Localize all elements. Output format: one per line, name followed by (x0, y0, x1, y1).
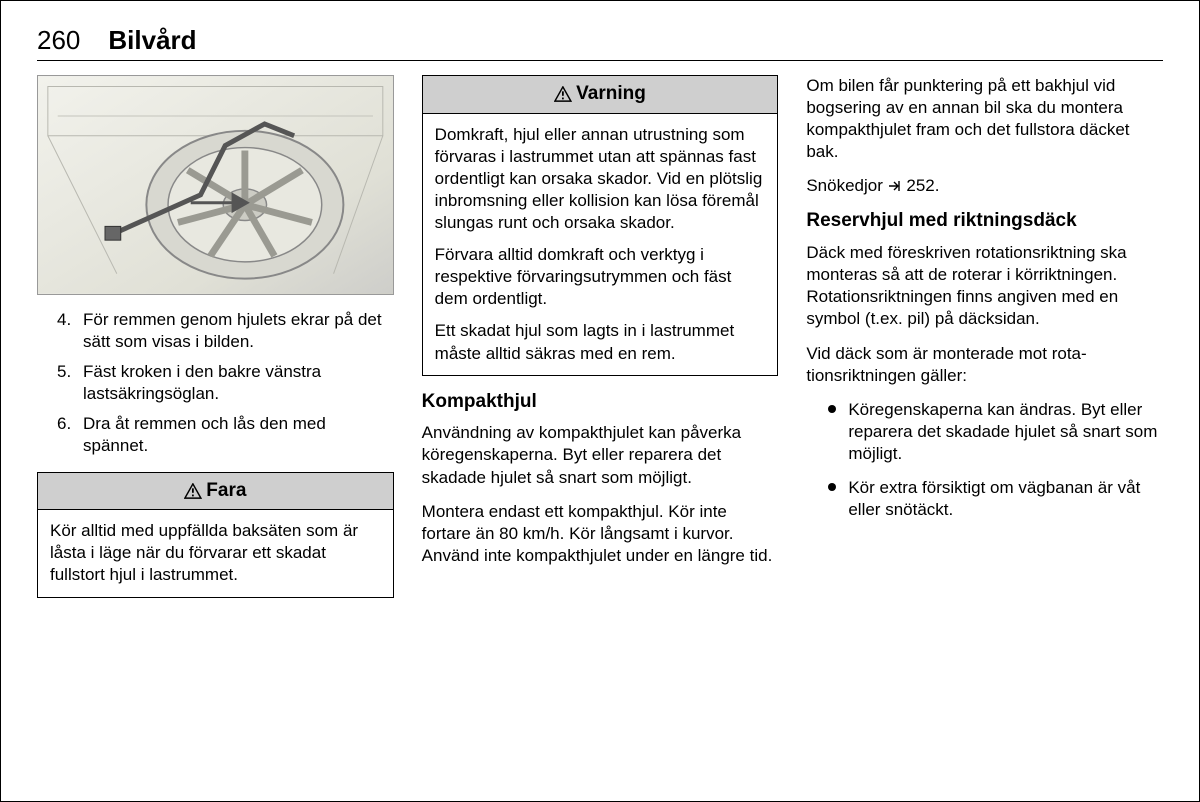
warning-callout: Varning Domkraft, hjul eller annan utrus… (422, 75, 779, 376)
step-number: 5. (57, 361, 75, 405)
warning-p1: Domkraft, hjul eller annan utrust­ning s… (435, 124, 766, 234)
danger-header: Fara (38, 473, 393, 511)
step-6: 6. Dra åt remmen och lås den med spännet… (37, 413, 394, 457)
col3-p1: Om bilen får punktering på ett bakhjul v… (806, 75, 1163, 163)
instruction-steps: 4. För remmen genom hjulets ekrar på det… (37, 309, 394, 458)
step-number: 6. (57, 413, 75, 457)
reserv-p2: Vid däck som är monterade mot rota­tions… (806, 343, 1163, 387)
snokedjor-label: Snökedjor (806, 176, 883, 195)
step-text: Fäst kroken i den bakre vänstra lastsäkr… (83, 361, 394, 405)
step-text: Dra åt remmen och lås den med spännet. (83, 413, 394, 457)
bullet-2: Kör extra försiktigt om vägbanan är våt … (806, 477, 1163, 521)
reservhjul-heading: Reservhjul med riktningsdäck (806, 209, 1163, 234)
column-1: 4. För remmen genom hjulets ekrar på det… (37, 75, 394, 771)
kompakt-p2: Montera endast ett kompakthjul. Kör inte… (422, 501, 779, 567)
warning-body: Domkraft, hjul eller annan utrust­ning s… (423, 114, 778, 375)
warning-title: Varning (576, 82, 646, 107)
reserv-bullets: Köregenskaperna kan ändras. Byt eller re… (806, 399, 1163, 521)
manual-page: 260 Bilvård (0, 0, 1200, 802)
reserv-p1: Däck med föreskriven rotationsrikt­ning … (806, 242, 1163, 330)
bullet-text: Köregenskaperna kan ändras. Byt eller re… (848, 399, 1163, 465)
warning-header: Varning (423, 76, 778, 114)
step-text: För remmen genom hjulets ekrar på det sä… (83, 309, 394, 353)
step-number: 4. (57, 309, 75, 353)
warning-triangle-icon (184, 483, 202, 499)
section-title: Bilvård (108, 25, 196, 56)
snokedjor-page: 252. (906, 176, 939, 195)
kompakthjul-heading: Kompakthjul (422, 390, 779, 415)
warning-triangle-icon (554, 86, 572, 102)
danger-body: Kör alltid med uppfällda baksäten som är… (38, 510, 393, 596)
content-columns: 4. För remmen genom hjulets ekrar på det… (37, 75, 1163, 771)
step-5: 5. Fäst kroken i den bakre vänstra lasts… (37, 361, 394, 405)
danger-callout: Fara Kör alltid med uppfällda baksäten s… (37, 472, 394, 598)
snokedjor-ref: Snökedjor 252. (806, 175, 1163, 197)
page-number: 260 (37, 25, 80, 56)
bullet-1: Köregenskaperna kan ändras. Byt eller re… (806, 399, 1163, 465)
page-reference-icon (888, 176, 902, 188)
page-header: 260 Bilvård (37, 25, 1163, 61)
danger-text: Kör alltid med uppfällda baksäten som är… (50, 520, 381, 586)
spare-tire-illustration (37, 75, 394, 295)
bullet-text: Kör extra försiktigt om vägbanan är våt … (848, 477, 1163, 521)
kompakt-p1: Användning av kompakthjulet kan på­verka… (422, 422, 779, 488)
column-2: Varning Domkraft, hjul eller annan utrus… (422, 75, 779, 771)
column-3: Om bilen får punktering på ett bakhjul v… (806, 75, 1163, 771)
tire-illustration-svg (38, 76, 393, 294)
danger-title: Fara (206, 479, 246, 504)
step-4: 4. För remmen genom hjulets ekrar på det… (37, 309, 394, 353)
warning-p3: Ett skadat hjul som lagts in i last­rumm… (435, 320, 766, 364)
warning-p2: Förvara alltid domkraft och verktyg i re… (435, 244, 766, 310)
